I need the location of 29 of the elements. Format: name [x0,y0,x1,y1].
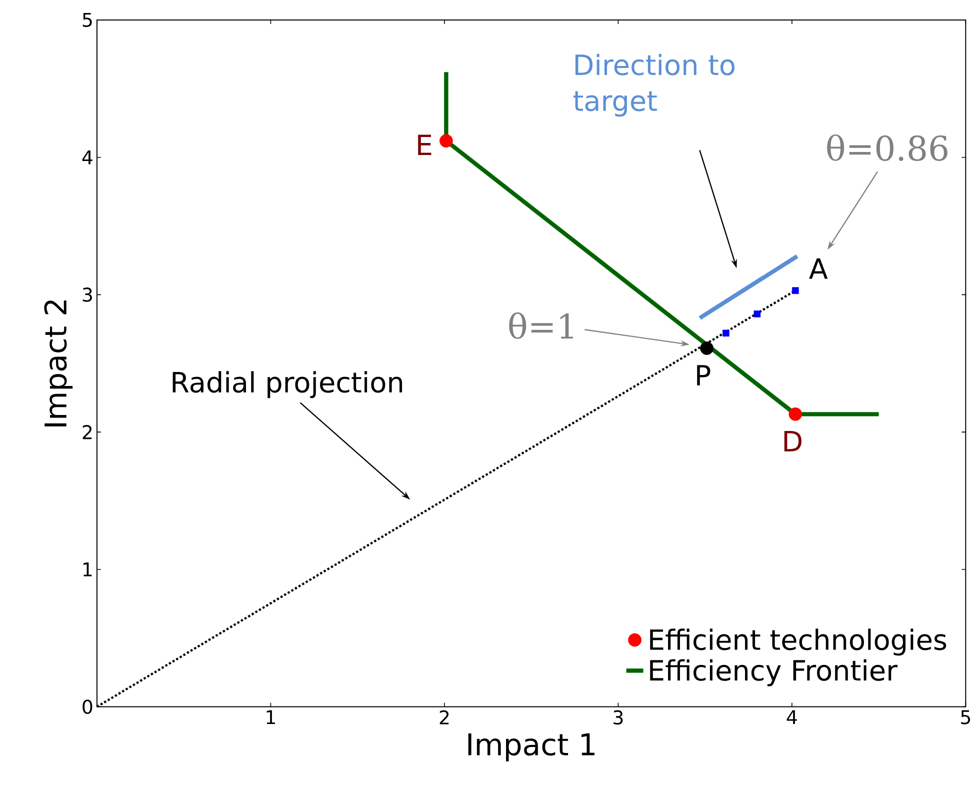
legend-label: Efficiency Frontier [650,659,898,686]
point [439,134,453,148]
annotation: P [697,365,710,386]
annotation: E [418,134,432,156]
y-tick-label: 1 [83,562,92,576]
point [792,287,799,294]
annotation: Radial projection [172,371,402,398]
x-tick-label: 3 [614,710,623,725]
y-tick-label: 0 [82,700,92,714]
annotation: A [809,258,828,279]
x-tick-label: 5 [961,710,970,724]
y-tick-label: 4 [82,150,92,164]
y-tick-label: 2 [82,425,92,440]
y-tick-label: 3 [82,288,92,302]
x-tick-label: 1 [266,710,275,724]
annotation: θ=1 [509,312,573,339]
annotation: D [784,431,802,452]
legend-label: Efficient technologies [650,628,946,656]
x-tick-label: 2 [440,710,449,724]
x-axis-title: Impact 1 [468,734,594,762]
point [700,342,714,356]
y-tick-label: 5 [82,13,92,28]
point [754,310,761,318]
annotation: θ=0.86 [827,134,948,162]
y-axis-title: Impact 2 [44,300,73,426]
annotation: Direction to target [573,54,734,117]
point [722,330,730,337]
x-tick-label: 4 [786,710,797,724]
point [788,408,802,422]
